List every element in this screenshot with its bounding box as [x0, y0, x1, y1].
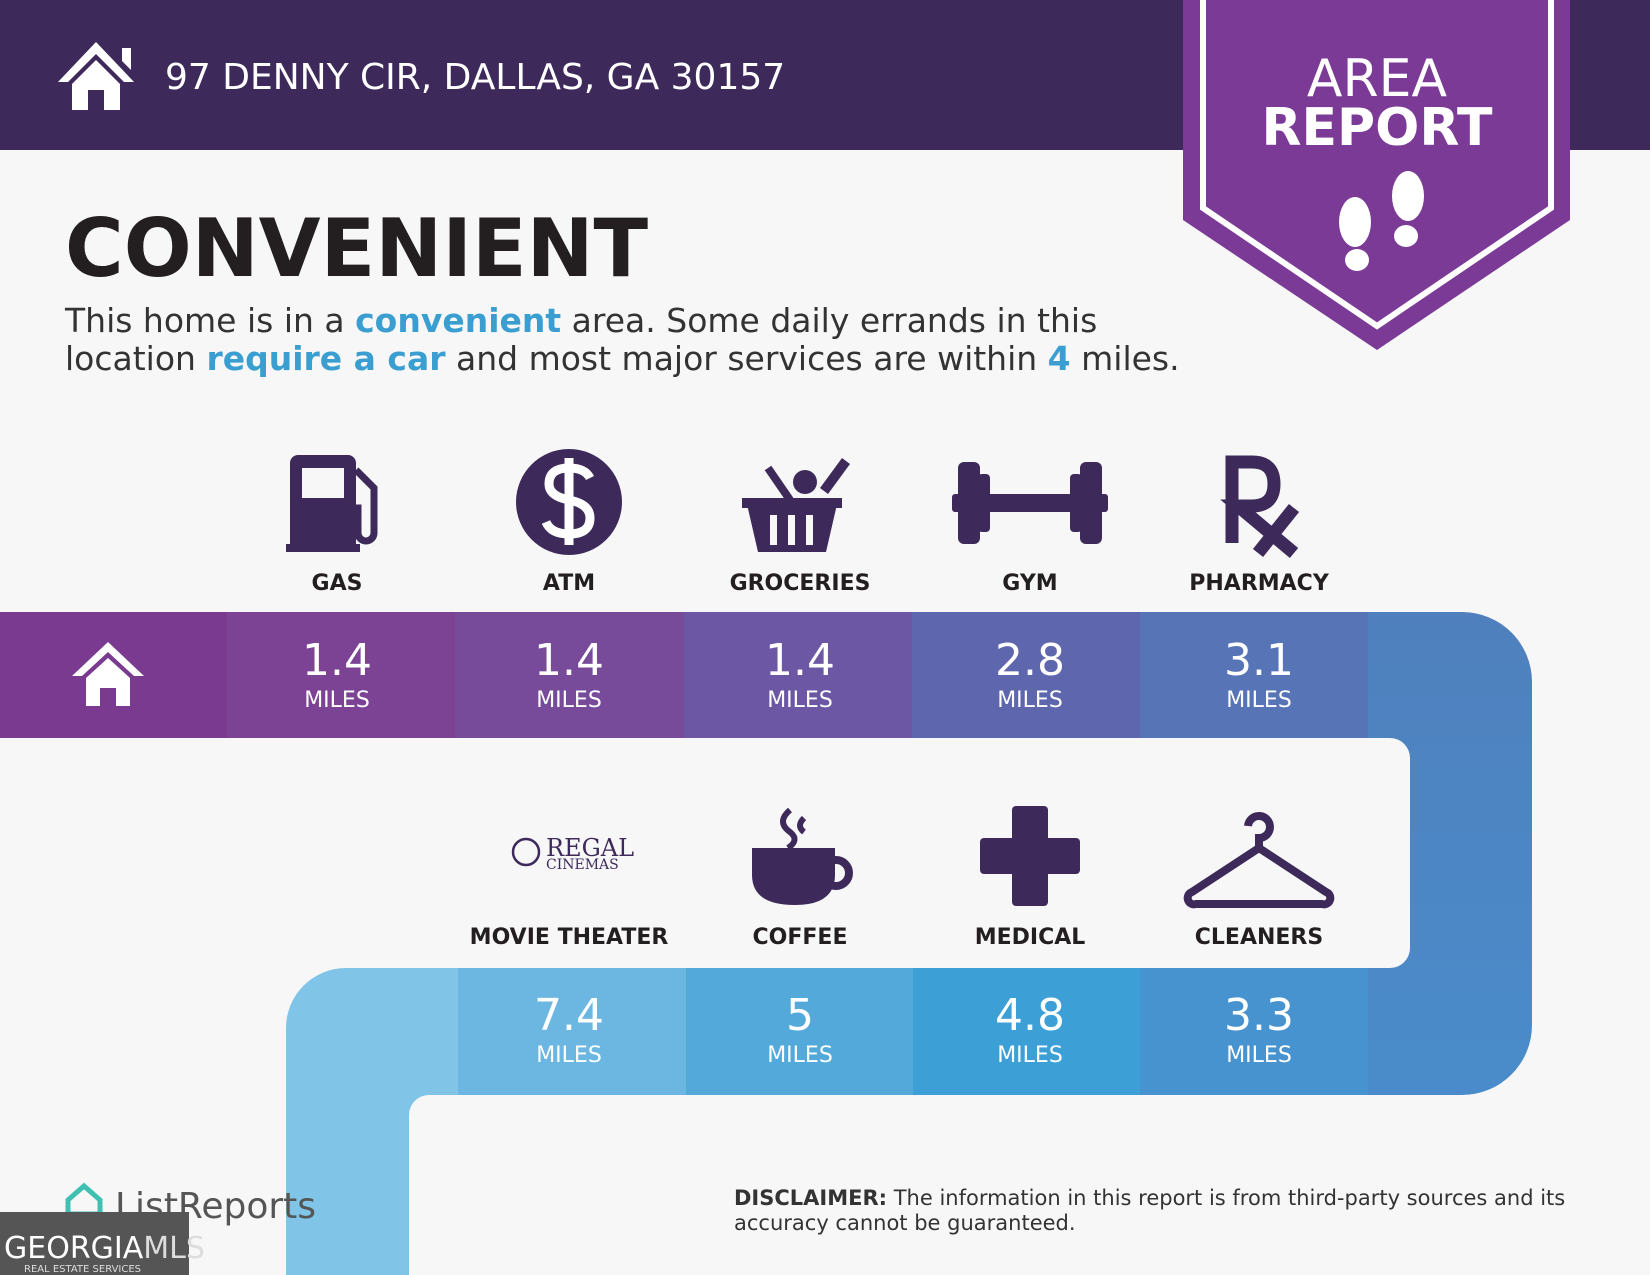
heading: CONVENIENT — [65, 202, 649, 295]
movie-logo-name: REGAL — [546, 834, 634, 862]
text: and most major services are within — [446, 339, 1048, 378]
distance: 1.4 — [765, 635, 835, 686]
gas-icon — [286, 455, 378, 552]
distance: 3.3 — [1224, 990, 1294, 1041]
groceries-icon — [742, 458, 850, 552]
highlight: require a car — [206, 339, 446, 378]
description-line: This home is in a convenient area. Some … — [64, 301, 1097, 340]
disclaimer-label: DISCLAIMER: — [734, 1186, 887, 1210]
movie-logo: REGAL CINEMAS — [511, 834, 634, 873]
distance-unit: MILES — [767, 688, 833, 713]
distance: 5 — [786, 990, 814, 1041]
distance-unit: MILES — [536, 1043, 602, 1068]
amenity-label: GAS — [312, 571, 363, 596]
distance: 7.4 — [534, 990, 604, 1041]
mls-a: GEORGIA — [4, 1231, 144, 1266]
route — [0, 612, 1532, 1275]
atm-icon — [516, 449, 622, 555]
text: miles. — [1071, 339, 1180, 378]
amenity-label: PHARMACY — [1189, 571, 1330, 596]
distance-unit: MILES — [536, 688, 602, 713]
amenity-label: COFFEE — [753, 925, 848, 950]
coffee-icon — [752, 807, 853, 905]
distance: 3.1 — [1224, 635, 1294, 686]
home-icon — [72, 642, 144, 706]
amenity-label: GROCERIES — [730, 571, 871, 596]
amenity-label: MOVIE THEATER — [470, 925, 669, 950]
distance-unit: MILES — [767, 1043, 833, 1068]
text: location — [65, 339, 206, 378]
distance-unit: MILES — [1226, 688, 1292, 713]
distance-unit: MILES — [1226, 1043, 1292, 1068]
mls-b: MLS — [143, 1231, 205, 1266]
distance-unit: MILES — [304, 688, 370, 713]
badge-line: AREA — [1307, 49, 1448, 109]
highlight: 4 — [1048, 339, 1071, 378]
distance: 1.4 — [302, 635, 372, 686]
amenity-label: ATM — [543, 571, 595, 596]
amenity-label: MEDICAL — [975, 925, 1086, 950]
address: 97 DENNY CIR, DALLAS, GA 30157 — [165, 57, 785, 98]
disclaimer-text: The information in this report is from t… — [887, 1186, 1565, 1210]
gym-icon — [952, 462, 1108, 544]
distance: 2.8 — [995, 635, 1065, 686]
badge-outline — [1200, 0, 1554, 330]
amenities: GAS1.4MILESATM1.4MILESGROCERIES1.4MILESG… — [302, 571, 1330, 1068]
highlight: convenient — [355, 301, 561, 340]
pharmacy-icon — [1220, 455, 1300, 558]
home-icon — [58, 42, 134, 110]
distance: 4.8 — [995, 990, 1065, 1041]
badge-line: REPORT — [1261, 98, 1493, 158]
mls-sub: REAL ESTATE SERVICES — [24, 1264, 141, 1275]
description-line: location require a car and most major se… — [65, 339, 1180, 378]
amenity-label: CLEANERS — [1195, 925, 1323, 950]
text: This home is in a — [64, 301, 355, 340]
movie-logo-sub: CINEMAS — [546, 857, 619, 873]
distance: 1.4 — [534, 635, 604, 686]
distance-unit: MILES — [997, 1043, 1063, 1068]
text: area. Some daily errands in this — [561, 301, 1097, 340]
mls-name: GEORGIAMLS — [4, 1231, 205, 1266]
mls-logo: GEORGIAMLS REAL ESTATE SERVICES — [0, 1212, 205, 1275]
disclaimer: DISCLAIMER: The information in this repo… — [734, 1186, 1565, 1210]
medical-icon — [980, 806, 1080, 906]
cleaners-icon — [1183, 812, 1335, 909]
distance-unit: MILES — [997, 688, 1063, 713]
disclaimer: accuracy cannot be guaranteed. — [734, 1211, 1076, 1235]
footprints-icon — [1339, 171, 1424, 271]
amenity-label: GYM — [1002, 571, 1057, 596]
